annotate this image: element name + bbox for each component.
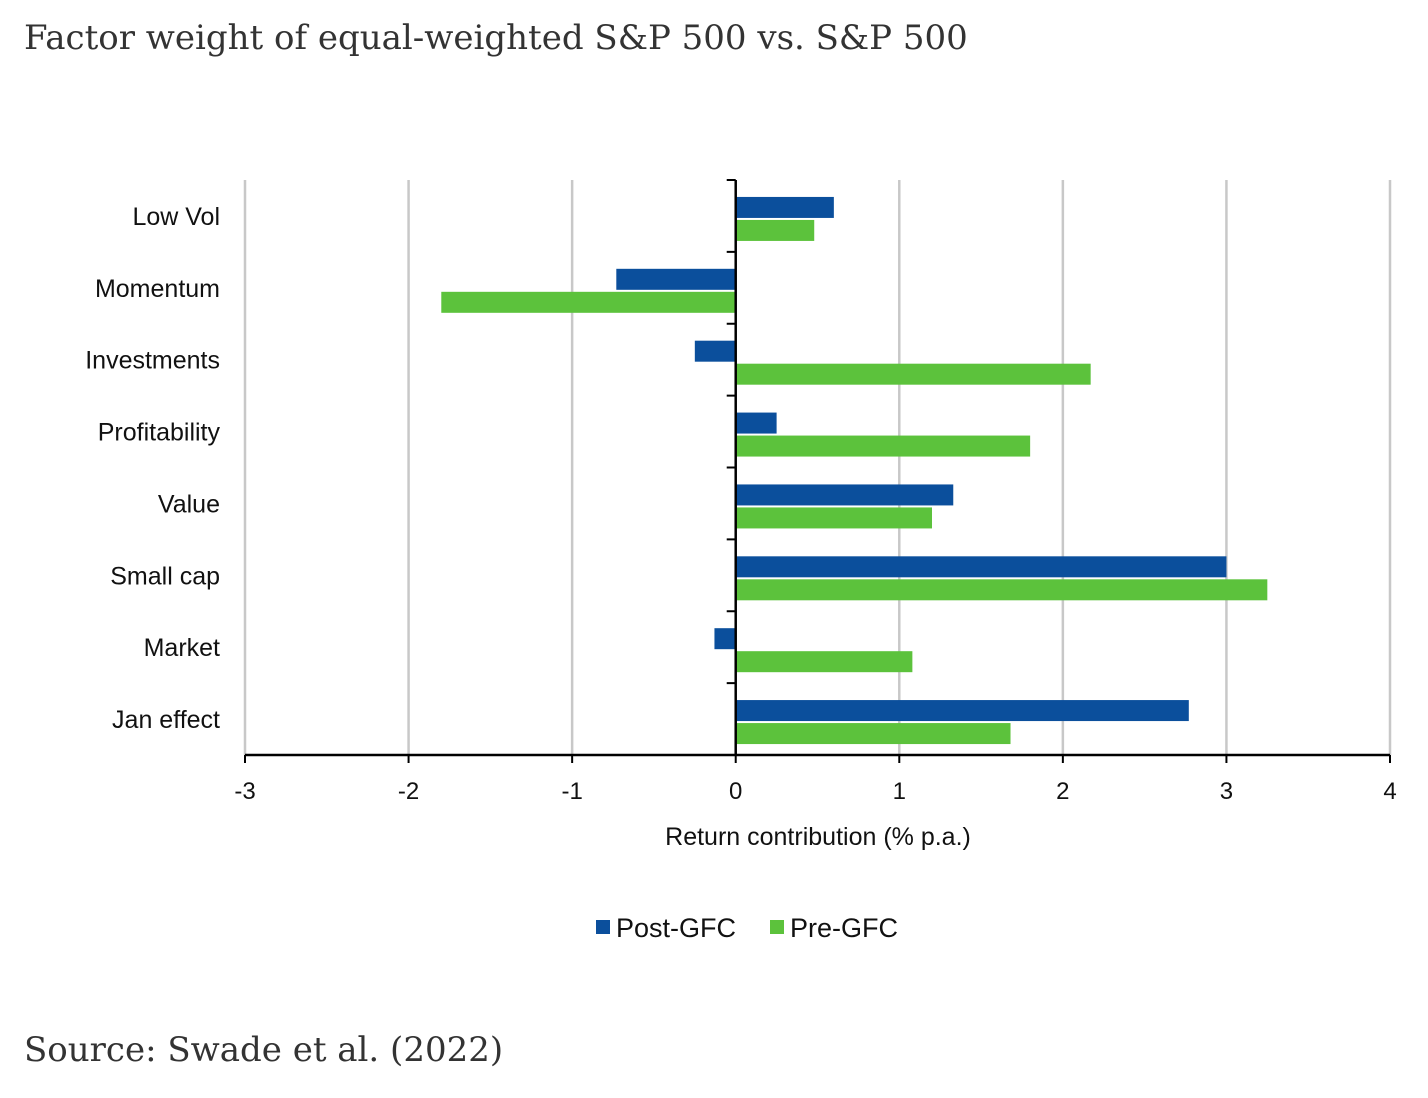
x-tick-label: 3 bbox=[1220, 778, 1233, 805]
bar-pre-gfc-profitability bbox=[735, 435, 1031, 457]
category-label: Investments bbox=[85, 347, 220, 375]
bar-pre-gfc-value bbox=[735, 507, 932, 529]
category-label: Small cap bbox=[110, 562, 220, 590]
gridlines bbox=[243, 180, 1392, 755]
bar-post-gfc-profitability bbox=[735, 412, 777, 434]
bar-pre-gfc-investments bbox=[735, 363, 1091, 385]
legend-swatch-pre-gfc bbox=[770, 920, 784, 934]
legend: Post-GFC Pre-GFC bbox=[596, 913, 898, 943]
axes bbox=[244, 179, 1391, 763]
chart-title: Factor weight of equal-weighted S&P 500 … bbox=[24, 18, 968, 58]
category-labels: Low Vol Momentum Investments Profitability V… bbox=[85, 203, 220, 734]
x-tick-label: -2 bbox=[398, 778, 419, 805]
source-note: Source: Swade et al. (2022) bbox=[24, 1030, 504, 1070]
x-tick-label: 1 bbox=[893, 778, 906, 805]
bar-post-gfc-momentum bbox=[616, 268, 736, 290]
bar-pre-gfc-jan-effect bbox=[735, 723, 1011, 745]
category-label: Market bbox=[144, 634, 220, 662]
category-label: Jan effect bbox=[112, 706, 220, 734]
bars bbox=[441, 196, 1268, 745]
x-tick-label: -3 bbox=[234, 778, 255, 805]
category-label: Momentum bbox=[95, 275, 220, 303]
bar-pre-gfc-market bbox=[735, 651, 913, 673]
category-label: Profitability bbox=[98, 419, 221, 447]
category-label: Value bbox=[158, 490, 220, 518]
legend-swatch-post-gfc bbox=[596, 920, 610, 934]
bar-pre-gfc-small-cap bbox=[735, 579, 1268, 601]
bar-post-gfc-market bbox=[714, 628, 736, 650]
category-label: Low Vol bbox=[132, 203, 220, 231]
x-tick-label: 4 bbox=[1383, 778, 1396, 805]
bar-post-gfc-low-vol bbox=[735, 196, 834, 218]
bar-post-gfc-small-cap bbox=[735, 556, 1227, 578]
x-tick-label: 2 bbox=[1056, 778, 1069, 805]
x-axis-title: Return contribution (% p.a.) bbox=[665, 823, 971, 851]
x-tick-label: -1 bbox=[561, 778, 582, 805]
bar-post-gfc-jan-effect bbox=[735, 700, 1189, 722]
legend-label-pre-gfc: Pre-GFC bbox=[790, 913, 898, 943]
tick-labels: -3 -2 -1 0 1 2 3 4 bbox=[234, 778, 1396, 805]
x-tick-label: 0 bbox=[729, 778, 742, 805]
bar-pre-gfc-momentum bbox=[441, 291, 736, 313]
bar-post-gfc-investments bbox=[694, 340, 736, 362]
bar-pre-gfc-low-vol bbox=[735, 219, 815, 241]
legend-label-post-gfc: Post-GFC bbox=[616, 913, 736, 943]
bar-post-gfc-value bbox=[735, 484, 954, 506]
